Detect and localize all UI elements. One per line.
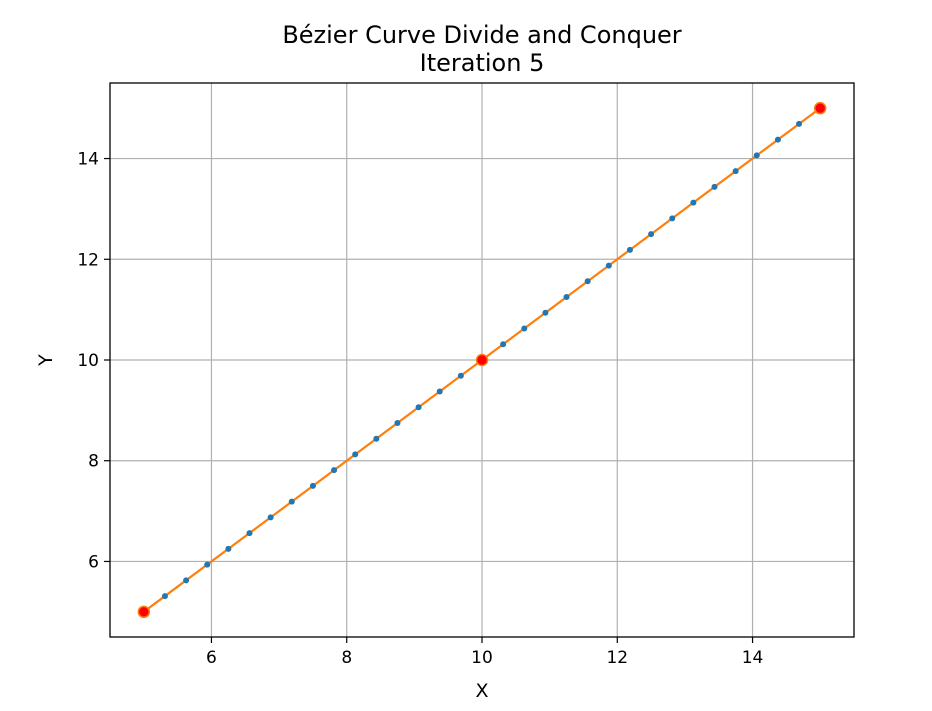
- curve-point: [711, 183, 718, 190]
- y-tick-label: 14: [77, 150, 99, 170]
- curve-point: [352, 451, 359, 458]
- curve-point: [225, 545, 232, 552]
- curve-point: [521, 325, 528, 332]
- curve-point: [796, 120, 803, 127]
- y-axis-ticks: 6 8 10 12 14: [77, 150, 110, 572]
- x-tick-label: 8: [341, 648, 352, 668]
- grid-lines: [110, 83, 854, 637]
- curve-point: [542, 309, 549, 316]
- y-axis-label: Y: [35, 354, 57, 367]
- curve-point: [373, 435, 380, 442]
- curve-point: [669, 215, 676, 222]
- curve-point: [563, 294, 570, 301]
- curve-point: [648, 231, 655, 238]
- curve-point: [246, 530, 253, 537]
- y-tick-label: 8: [88, 452, 99, 472]
- curve-point: [584, 278, 591, 285]
- control-point: [475, 353, 489, 367]
- curve-point: [394, 419, 401, 426]
- y-tick-label: 6: [88, 552, 99, 572]
- control-point: [137, 605, 151, 619]
- curve-point: [690, 199, 697, 206]
- curve-point: [732, 168, 739, 175]
- chart-title: Bézier Curve Divide and Conquer: [282, 21, 681, 49]
- x-tick-label: 14: [742, 648, 764, 668]
- x-axis-label: X: [475, 680, 488, 702]
- x-tick-label: 10: [471, 648, 493, 668]
- curve-point: [331, 467, 338, 474]
- curve-point: [605, 262, 612, 269]
- curve-point: [774, 136, 781, 143]
- curve-point: [753, 152, 760, 159]
- curve-point: [288, 498, 295, 505]
- curve-point: [204, 561, 211, 568]
- x-axis-ticks: 6 8 10 12 14: [206, 637, 763, 668]
- curve-point: [436, 388, 443, 395]
- curve-point: [183, 577, 190, 584]
- curve-point: [161, 593, 168, 600]
- control-point: [813, 101, 827, 115]
- chart-subtitle: Iteration 5: [420, 49, 545, 77]
- curve-point: [626, 246, 633, 253]
- curve-point: [500, 341, 507, 348]
- y-tick-label: 12: [77, 250, 99, 270]
- y-tick-label: 10: [77, 351, 99, 371]
- curve-point: [457, 372, 464, 379]
- plot-marks: [137, 101, 827, 619]
- curve-point: [267, 514, 274, 521]
- curve-point: [309, 482, 316, 489]
- curve-point: [415, 404, 422, 411]
- x-tick-label: 6: [206, 648, 217, 668]
- x-tick-label: 12: [606, 648, 628, 668]
